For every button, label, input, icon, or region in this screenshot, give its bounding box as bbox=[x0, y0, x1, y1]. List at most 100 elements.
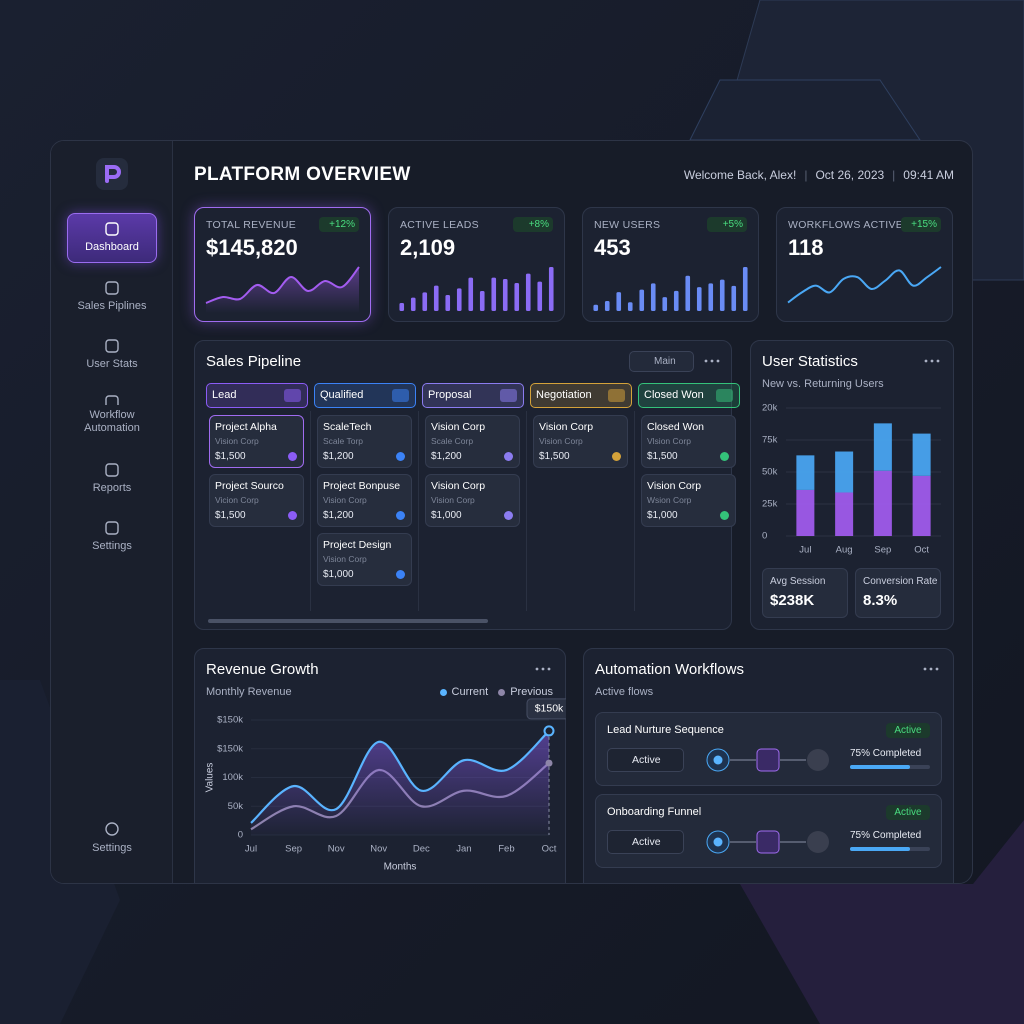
coin-icon bbox=[396, 452, 405, 461]
dot bbox=[923, 667, 927, 671]
spark-bar bbox=[537, 281, 543, 311]
app-window: PLATFORM OVERVIEW Welcome Back, Alex! | Oct… bbox=[50, 140, 973, 884]
nav-label: Settings bbox=[92, 842, 132, 854]
dot bbox=[930, 359, 934, 363]
column-name: Qualified bbox=[320, 389, 364, 401]
column-name: Negotiation bbox=[536, 389, 592, 401]
kpi-value: $145,820 bbox=[206, 235, 298, 260]
header-text: 09:41 AM bbox=[903, 168, 954, 182]
logo-bg bbox=[96, 158, 128, 190]
progress-label: 75% Completed bbox=[850, 748, 922, 759]
deal-amount: $1,500 bbox=[215, 510, 246, 521]
deal-title: Closed Won bbox=[647, 421, 705, 433]
panel-title: User Statistics bbox=[762, 353, 858, 370]
spark-bar bbox=[548, 267, 554, 311]
legend-swatch bbox=[498, 688, 506, 696]
y-tick-label: $150k bbox=[217, 715, 243, 726]
dot bbox=[936, 359, 940, 363]
flow-dot bbox=[713, 755, 723, 765]
nav-item[interactable]: Settings bbox=[67, 513, 157, 561]
deal-card[interactable] bbox=[209, 474, 304, 527]
coin-icon bbox=[396, 570, 405, 579]
spark-bar bbox=[719, 279, 725, 311]
nav-item[interactable]: Dashboard bbox=[67, 213, 157, 263]
spark-bar bbox=[708, 283, 714, 311]
deal-title: Project Sourco bbox=[215, 480, 284, 492]
nav-item[interactable]: Sales Piplines bbox=[67, 273, 157, 321]
legend-item: Current bbox=[439, 686, 488, 698]
y-tick-label: 100k bbox=[222, 772, 243, 783]
deal-title: Project Design bbox=[323, 539, 392, 551]
filter-button[interactable]: Main bbox=[629, 351, 694, 372]
legend: Current Previous bbox=[381, 686, 553, 698]
spark-bar bbox=[479, 291, 485, 311]
bar-segment bbox=[873, 470, 892, 536]
annotation-box bbox=[526, 698, 566, 720]
spark-bar bbox=[673, 290, 679, 311]
dot bbox=[541, 667, 545, 671]
nav-item[interactable]: Reports bbox=[67, 455, 157, 503]
coin-icon bbox=[288, 452, 297, 461]
sparkline bbox=[593, 267, 748, 311]
bar-segment bbox=[835, 492, 854, 536]
column-toggle[interactable] bbox=[500, 389, 517, 402]
stat-box bbox=[855, 568, 941, 618]
column-toggle[interactable] bbox=[284, 389, 301, 402]
nav-icon bbox=[105, 222, 119, 236]
column-toggle[interactable] bbox=[716, 389, 733, 402]
status-dropdown[interactable]: Active bbox=[607, 748, 684, 772]
progress-label: 75% Completed bbox=[850, 830, 922, 841]
kpi-change: +5% bbox=[707, 217, 747, 232]
x-tick-label: Nov bbox=[370, 844, 387, 855]
panel-title: Automation Workflows bbox=[595, 661, 744, 678]
panel-subtitle: Monthly Revenue bbox=[206, 686, 292, 698]
column-toggle[interactable] bbox=[608, 389, 625, 402]
coin-icon bbox=[288, 511, 297, 520]
deal-amount: $1,500 bbox=[539, 451, 570, 462]
workflow-badge: Active bbox=[886, 723, 930, 738]
workflow-name: Lead Nurture Sequence bbox=[607, 724, 724, 736]
deal-amount: $1,200 bbox=[431, 451, 462, 462]
column-toggle[interactable] bbox=[392, 389, 409, 402]
nav-item[interactable]: Workflow Automation bbox=[67, 387, 157, 435]
flow-step bbox=[756, 748, 780, 772]
more-menu bbox=[923, 667, 939, 671]
dot bbox=[716, 359, 720, 363]
flow-end bbox=[807, 831, 829, 853]
progress-bar bbox=[850, 847, 930, 851]
column-divider bbox=[526, 411, 527, 611]
separator: | bbox=[892, 168, 896, 182]
icon-shape bbox=[105, 822, 119, 836]
progress-fill bbox=[850, 765, 910, 769]
kpi-label: NEW USERS bbox=[594, 219, 661, 231]
bar-segment bbox=[912, 433, 931, 476]
deal-company: Vision Corp bbox=[215, 436, 259, 446]
x-tick-label: Oct bbox=[542, 844, 557, 855]
column-divider bbox=[418, 411, 419, 611]
nav-icon bbox=[105, 339, 119, 353]
dot bbox=[535, 667, 539, 671]
kpi-card bbox=[388, 207, 565, 322]
x-tick-label: Feb bbox=[498, 844, 514, 855]
logo-mark bbox=[105, 165, 121, 183]
bar-segment bbox=[835, 451, 854, 493]
nav-item[interactable]: Settings bbox=[67, 821, 157, 865]
workflow-name: Onboarding Funnel bbox=[607, 806, 702, 818]
nav-item[interactable]: User Stats bbox=[67, 331, 157, 379]
spark-bar bbox=[410, 297, 416, 311]
legend-label: Previous bbox=[510, 686, 553, 698]
kpi-label: ACTIVE LEADS bbox=[400, 219, 479, 231]
annotation-text: $150k bbox=[535, 703, 564, 715]
deal-card[interactable] bbox=[533, 415, 628, 468]
scrollbar bbox=[208, 619, 488, 623]
nav-icon bbox=[105, 395, 119, 405]
coin-icon bbox=[720, 511, 729, 520]
y-tick-label: 20k bbox=[762, 403, 778, 414]
status-dropdown[interactable]: Active bbox=[607, 830, 684, 854]
column-name: Closed Won bbox=[644, 389, 704, 401]
revenue-chart: 0 50k 100k $150k $150k Jul Sep Nov Nov Dec Jan Feb O… bbox=[205, 698, 566, 873]
dot bbox=[710, 359, 714, 363]
spark-bar bbox=[650, 283, 656, 311]
panel-title: Sales Pipeline bbox=[206, 353, 302, 370]
